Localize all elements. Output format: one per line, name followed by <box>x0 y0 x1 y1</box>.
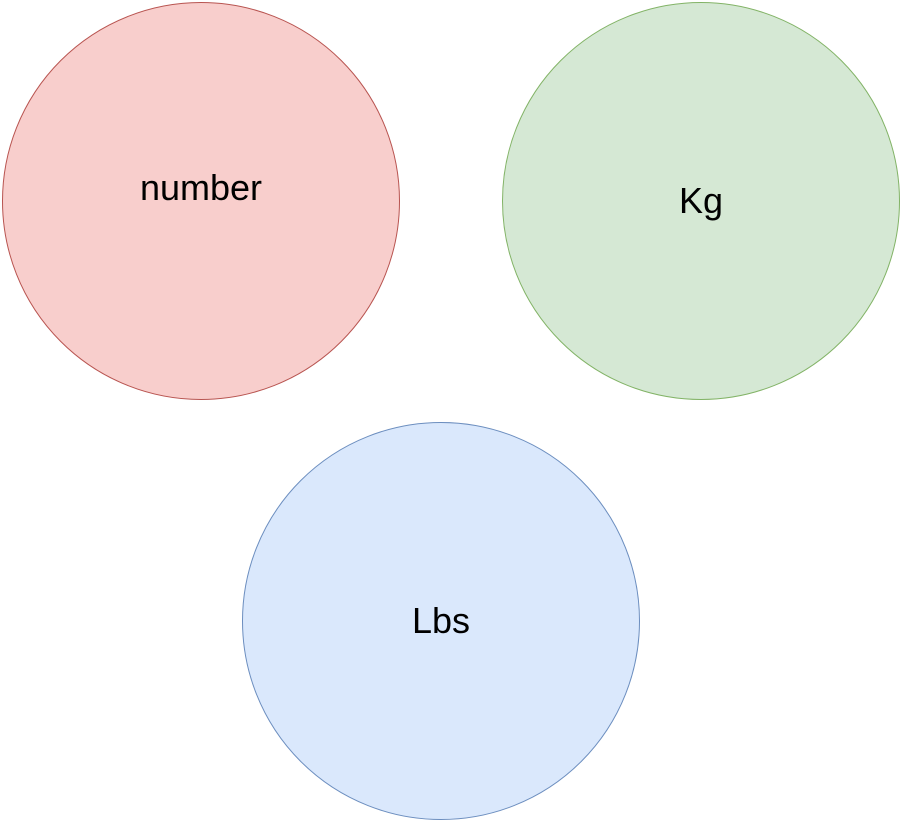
kg-circle-label: Kg <box>678 180 724 221</box>
lbs-circle[interactable]: Lbs <box>242 422 640 820</box>
number-circle[interactable]: number <box>2 2 400 400</box>
kg-circle[interactable]: Kg <box>502 2 900 400</box>
number-circle-label: number <box>139 167 263 208</box>
lbs-circle-label: Lbs <box>411 600 471 641</box>
